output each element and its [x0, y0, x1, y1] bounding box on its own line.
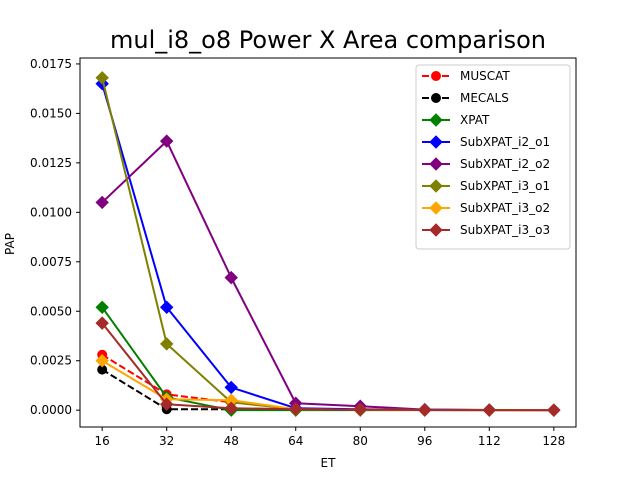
legend-label: MECALS — [460, 91, 509, 105]
data-point — [95, 300, 109, 315]
x-tick-label: 128 — [542, 434, 565, 448]
y-tick-label: 0.0150 — [30, 106, 72, 120]
axes-frame — [79, 57, 577, 428]
legend-item: SubXPAT_i3_o1 — [422, 179, 550, 193]
legend-label: SubXPAT_i3_o1 — [460, 179, 550, 193]
data-point — [482, 403, 497, 417]
series-subxpat-i3-o3 — [95, 316, 561, 417]
data-point — [95, 354, 109, 368]
x-tick-label: 32 — [159, 434, 174, 448]
data-point — [95, 195, 109, 210]
legend-marker — [431, 71, 441, 81]
legend-item: MUSCAT — [422, 69, 510, 83]
legend-label: SubXPAT_i3_o3 — [460, 223, 550, 237]
y-tick-label: 0.0100 — [30, 205, 72, 219]
legend-item: SubXPAT_i2_o1 — [422, 135, 550, 149]
x-tick-label: 16 — [95, 434, 110, 448]
legend-marker — [429, 113, 443, 127]
data-point — [547, 403, 561, 417]
legend-label: MUSCAT — [460, 69, 510, 83]
y-tick-label: 0.0075 — [30, 255, 72, 269]
data-point — [224, 380, 238, 395]
legend-label: XPAT — [460, 113, 490, 127]
data-point — [159, 397, 174, 411]
series-line — [101, 322, 554, 412]
legend-item: SubXPAT_i2_o2 — [422, 157, 550, 171]
y-tick-label: 0.0025 — [30, 354, 72, 368]
data-point — [224, 401, 238, 415]
data-point — [224, 270, 238, 285]
x-axis-label: ET — [321, 456, 337, 470]
x-tick-label: 96 — [417, 434, 432, 448]
data-point — [289, 402, 303, 416]
legend-label: SubXPAT_i2_o2 — [460, 157, 550, 171]
x-tick-label: 48 — [224, 434, 239, 448]
y-tick-label: 0.0050 — [30, 304, 72, 318]
x-tick-label: 64 — [288, 434, 303, 448]
legend-marker — [431, 93, 441, 103]
data-point — [159, 300, 174, 315]
legend-item: SubXPAT_i3_o2 — [422, 201, 550, 215]
y-tick-label: 0.0175 — [30, 57, 72, 71]
x-tick-label: 80 — [353, 434, 368, 448]
legend-marker — [429, 223, 443, 237]
x-tick-label: 112 — [478, 434, 501, 448]
legend-marker — [429, 179, 443, 193]
legend-item: MECALS — [422, 91, 509, 105]
data-point — [95, 316, 109, 330]
plot-area: 16 32 48 64 80 96 112 128 0.0000 0.0025 0.0050 0.00… — [30, 57, 577, 448]
legend-label: SubXPAT_i2_o1 — [460, 135, 550, 149]
data-point — [159, 337, 174, 351]
legend-label: SubXPAT_i3_o2 — [460, 201, 550, 215]
legend-item: SubXPAT_i3_o3 — [422, 223, 550, 237]
y-tick-label: 0.0125 — [30, 156, 72, 170]
legend-box — [415, 64, 571, 250]
data-point — [418, 403, 432, 417]
legend-item: XPAT — [422, 113, 490, 127]
legend-marker — [429, 135, 443, 149]
data-point — [159, 134, 174, 148]
y-tick-label: 0.0000 — [30, 403, 72, 417]
legend: MUSCAT MECALS XPAT SubXPAT_i2_o1 SubXPAT_i2_… — [415, 64, 571, 250]
chart-title: mul_i8_o8 Power X Area comparison — [110, 26, 546, 54]
legend-marker — [429, 157, 443, 171]
y-axis-label: PAP — [3, 233, 17, 255]
data-point — [353, 402, 367, 417]
legend-marker — [429, 201, 443, 215]
data-point — [95, 71, 109, 85]
